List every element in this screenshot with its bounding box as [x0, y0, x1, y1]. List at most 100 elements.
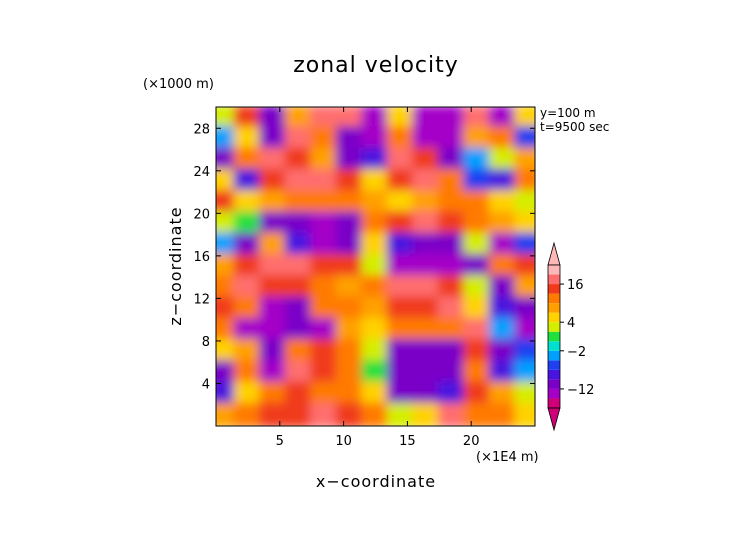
- heatmap-cell: [386, 402, 416, 426]
- y-unit-label: (×1000 m): [143, 77, 214, 92]
- heatmap-cell: [412, 232, 441, 258]
- heatmap-cell: [310, 381, 339, 407]
- x-axis-title: x−coordinate: [316, 472, 436, 491]
- heatmap-cell: [284, 275, 314, 301]
- heatmap-cell: [463, 317, 492, 343]
- heatmap-cell: [361, 275, 390, 301]
- heatmap-cell: [216, 360, 237, 386]
- y-tick-label: 4: [202, 377, 210, 392]
- heatmap-cell: [437, 338, 467, 365]
- heatmap-cell: [514, 296, 535, 322]
- heatmap-cell: [310, 253, 339, 280]
- heatmap-cell: [488, 317, 518, 343]
- heatmap-cell: [361, 381, 390, 407]
- heatmap-cell: [310, 107, 339, 131]
- heatmap-cell: [386, 338, 416, 365]
- heatmap-cell: [514, 317, 535, 343]
- heatmap-cell: [216, 381, 237, 407]
- colorbar-label: 16: [567, 278, 584, 293]
- heatmap-cell: [216, 147, 237, 173]
- colorbar-swatch: [548, 312, 560, 323]
- heatmap-cell: [284, 107, 314, 131]
- heatmap-cell: [233, 381, 263, 407]
- heatmap-cell: [463, 147, 492, 173]
- heatmap-cell: [463, 107, 492, 131]
- heatmap-cell: [233, 253, 263, 280]
- heatmap-cell: [233, 147, 263, 173]
- heatmap-cell: [216, 338, 237, 365]
- heatmap-cell: [463, 253, 492, 280]
- heatmap-cell: [310, 126, 339, 152]
- heatmap-cell: [335, 126, 365, 152]
- heatmap-cell: [361, 253, 390, 280]
- heatmap-cell: [361, 211, 390, 237]
- colorbar-bottom-arrow: [547, 407, 561, 432]
- heatmap-cell: [284, 211, 314, 237]
- heatmap-cell: [216, 168, 237, 195]
- colorbar-swatch: [548, 379, 560, 389]
- heatmap-cell: [514, 275, 535, 301]
- colorbar-swatch: [548, 341, 560, 351]
- heatmap-cell: [335, 317, 365, 343]
- heatmap-cell: [284, 190, 314, 216]
- heatmap-cell: [514, 147, 535, 173]
- heatmap-cell: [310, 338, 339, 365]
- heatmap-cell: [259, 190, 288, 216]
- heatmap-cell: [310, 360, 339, 386]
- y-tick-label: 12: [193, 292, 210, 307]
- heatmap-cell: [488, 275, 518, 301]
- annotation-time: t=9500 sec: [540, 120, 609, 134]
- heatmap-cell: [233, 168, 263, 195]
- heatmap-cell: [310, 275, 339, 301]
- heatmap-cell: [284, 381, 314, 407]
- heatmap-cell: [412, 168, 441, 195]
- heatmap-cell: [488, 147, 518, 173]
- heatmap-cell: [386, 190, 416, 216]
- heatmap-cell: [233, 232, 263, 258]
- heatmap-cell: [412, 107, 441, 131]
- heatmap-cell: [514, 168, 535, 195]
- heatmap-cell: [386, 232, 416, 258]
- heatmap-cell: [488, 168, 518, 195]
- heatmap-cell: [386, 126, 416, 152]
- heatmap-cell: [335, 168, 365, 195]
- heatmap-cell: [412, 338, 441, 365]
- heatmap-cell: [437, 168, 467, 195]
- colorbar-swatch: [548, 293, 560, 304]
- heatmap-cell: [361, 126, 390, 152]
- annotation-y-position: y=100 m: [540, 106, 596, 120]
- x-tick-label: 10: [335, 434, 352, 449]
- heatmap-cell: [233, 126, 263, 152]
- heatmap-cell: [488, 107, 518, 131]
- heatmap-cell: [437, 381, 467, 407]
- heatmap-cell: [284, 317, 314, 343]
- heatmap-cell: [437, 147, 467, 173]
- heatmap-cell: [488, 296, 518, 322]
- heatmap-cell: [284, 168, 314, 195]
- colorbar-swatch: [548, 369, 560, 380]
- heatmap-cell: [412, 275, 441, 301]
- heatmap-cell: [412, 253, 441, 280]
- heatmap-cell: [284, 126, 314, 152]
- heatmap-cell: [412, 317, 441, 343]
- heatmap-cell: [216, 317, 237, 343]
- heatmap-cell: [361, 296, 390, 322]
- x-tick-label: 20: [463, 434, 480, 449]
- heatmap-cell: [284, 338, 314, 365]
- heatmap-cell: [488, 381, 518, 407]
- heatmap-cell: [514, 338, 535, 365]
- heatmap-cell: [361, 107, 390, 131]
- heatmap-cell: [216, 190, 237, 216]
- y-axis-title: z−coordinate: [166, 206, 185, 325]
- colorbar-swatch: [548, 398, 560, 408]
- colorbar-label: −2: [567, 345, 586, 360]
- heatmap-cell: [361, 360, 390, 386]
- heatmap-field: [216, 107, 535, 426]
- heatmap-cell: [412, 190, 441, 216]
- heatmap-cell: [463, 275, 492, 301]
- heatmap-cell: [514, 190, 535, 216]
- heatmap-cell: [216, 107, 237, 131]
- heatmap-cell: [514, 253, 535, 280]
- heatmap-cell: [310, 190, 339, 216]
- y-tick-label: 28: [193, 122, 210, 137]
